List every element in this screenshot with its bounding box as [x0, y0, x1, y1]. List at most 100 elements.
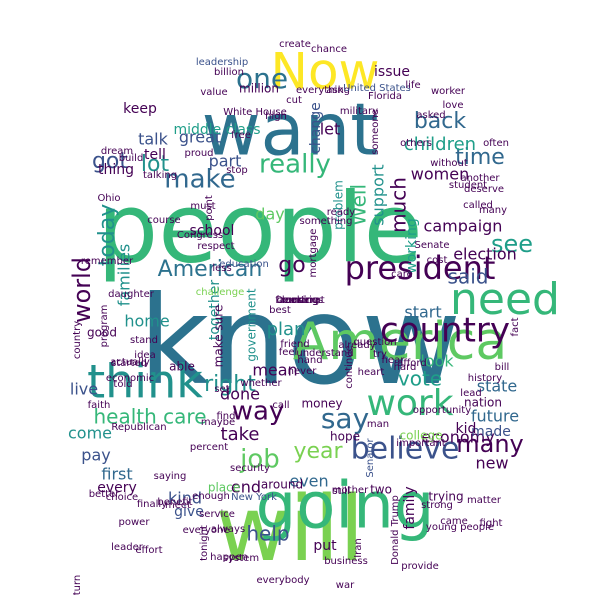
cloud-word: still [332, 486, 349, 497]
cloud-word: effort [135, 545, 162, 556]
cloud-word: hope [330, 430, 360, 444]
cloud-word: young people [426, 522, 494, 533]
cloud-word: face [275, 295, 296, 306]
cloud-word: leader [111, 542, 144, 553]
cloud-word: fight [480, 518, 503, 529]
cloud-word: finally [137, 499, 167, 510]
cloud-word: tell [144, 147, 166, 163]
cloud-word: hear [382, 355, 406, 366]
cloud-word: even [289, 472, 328, 491]
cloud-word: care [391, 269, 413, 280]
cloud-word: billion [214, 67, 244, 78]
cloud-word: work [366, 383, 453, 424]
cloud-word: go [278, 253, 305, 278]
cloud-word: whether [240, 378, 282, 389]
cloud-word: countries [277, 295, 323, 306]
cloud-word: middle class [173, 122, 260, 138]
cloud-word: kid [456, 421, 477, 437]
cloud-word: feel [279, 347, 298, 358]
cloud-word: Ohio [97, 193, 120, 204]
cloud-word: new [475, 454, 508, 473]
cloud-word: much [387, 177, 411, 233]
cloud-word: proud [184, 148, 213, 159]
cloud-word: mother [332, 485, 369, 496]
cloud-word: New York [231, 492, 277, 503]
cloud-word: often [483, 138, 509, 149]
cloud-word: war [336, 580, 355, 591]
cloud-word: enough [192, 491, 230, 502]
cloud-word: question [353, 337, 396, 348]
cloud-word: strong [421, 500, 453, 511]
cloud-word: find [217, 411, 236, 422]
cloud-word: know [139, 270, 461, 412]
cloud-word: campaign [424, 217, 503, 236]
cloud-word: talking [143, 170, 177, 181]
cloud-word: many [479, 205, 507, 216]
cloud-word: Well [347, 184, 371, 226]
cloud-word: children [404, 134, 476, 155]
cloud-word: value [200, 87, 227, 98]
cloud-word: right [204, 372, 256, 397]
cloud-word: say [321, 402, 369, 435]
cloud-word: hand [297, 355, 322, 366]
cloud-word: free [231, 130, 251, 141]
cloud-word: Senator [365, 438, 376, 478]
cloud-word: turn [72, 575, 83, 596]
cloud-word: country [380, 311, 510, 351]
cloud-word: start [404, 303, 441, 322]
cloud-word: support [369, 164, 388, 225]
cloud-word: course [147, 215, 180, 226]
cloud-word: student [449, 180, 487, 191]
cloud-word: look [420, 352, 454, 371]
cloud-word: time [455, 145, 505, 170]
cloud-word: million [239, 82, 279, 96]
cloud-word: see [491, 230, 533, 258]
cloud-word: first [101, 465, 132, 484]
cloud-word: challenge [196, 287, 245, 298]
cloud-word: future [471, 407, 519, 426]
cloud-word: came [440, 516, 468, 527]
cloud-word: love [443, 100, 464, 111]
cloud-word: already [338, 340, 375, 351]
cloud-word: president [345, 249, 496, 287]
cloud-word: will [216, 477, 365, 582]
cloud-word: make sure [212, 305, 226, 368]
cloud-word: saying [154, 471, 187, 482]
cloud-word: said [448, 265, 489, 289]
cloud-word: try [373, 349, 387, 360]
cloud-word: program [99, 305, 110, 348]
cloud-word: money [301, 397, 342, 411]
cloud-word: matter [467, 495, 502, 506]
cloud-word: remember [81, 256, 134, 267]
cloud-word: White House [223, 107, 287, 118]
cloud-word: people [97, 172, 422, 284]
cloud-word: life [405, 80, 420, 91]
cloud-word: everybody [257, 575, 310, 586]
cloud-word: create [279, 39, 311, 50]
cloud-word: understand [296, 348, 353, 359]
cloud-word: idea [134, 350, 155, 361]
cloud-word: place [208, 481, 240, 495]
cloud-word: election [453, 245, 517, 264]
cloud-word: change [308, 102, 324, 154]
cloud-word: health care [93, 405, 206, 429]
cloud-word: choice [106, 492, 138, 503]
cloud-word: ready [327, 207, 356, 218]
cloud-word: benefit [157, 497, 192, 508]
cloud-word: bill [495, 362, 510, 373]
cloud-word: plan [267, 319, 306, 340]
cloud-word: deserve [464, 184, 504, 195]
cloud-word: Republican [111, 422, 166, 433]
cloud-word: together [207, 280, 223, 341]
cloud-word: school [190, 223, 235, 239]
cloud-word: system [223, 553, 259, 564]
cloud-word: security [230, 463, 270, 474]
cloud-word: power [119, 517, 151, 528]
cloud-word: friend [280, 339, 309, 350]
cloud-word: another [460, 173, 500, 184]
cloud-word: home [124, 312, 169, 331]
cloud-word: opportunity [413, 405, 471, 416]
cloud-word: running [281, 295, 320, 306]
cloud-word: lead [460, 388, 481, 399]
